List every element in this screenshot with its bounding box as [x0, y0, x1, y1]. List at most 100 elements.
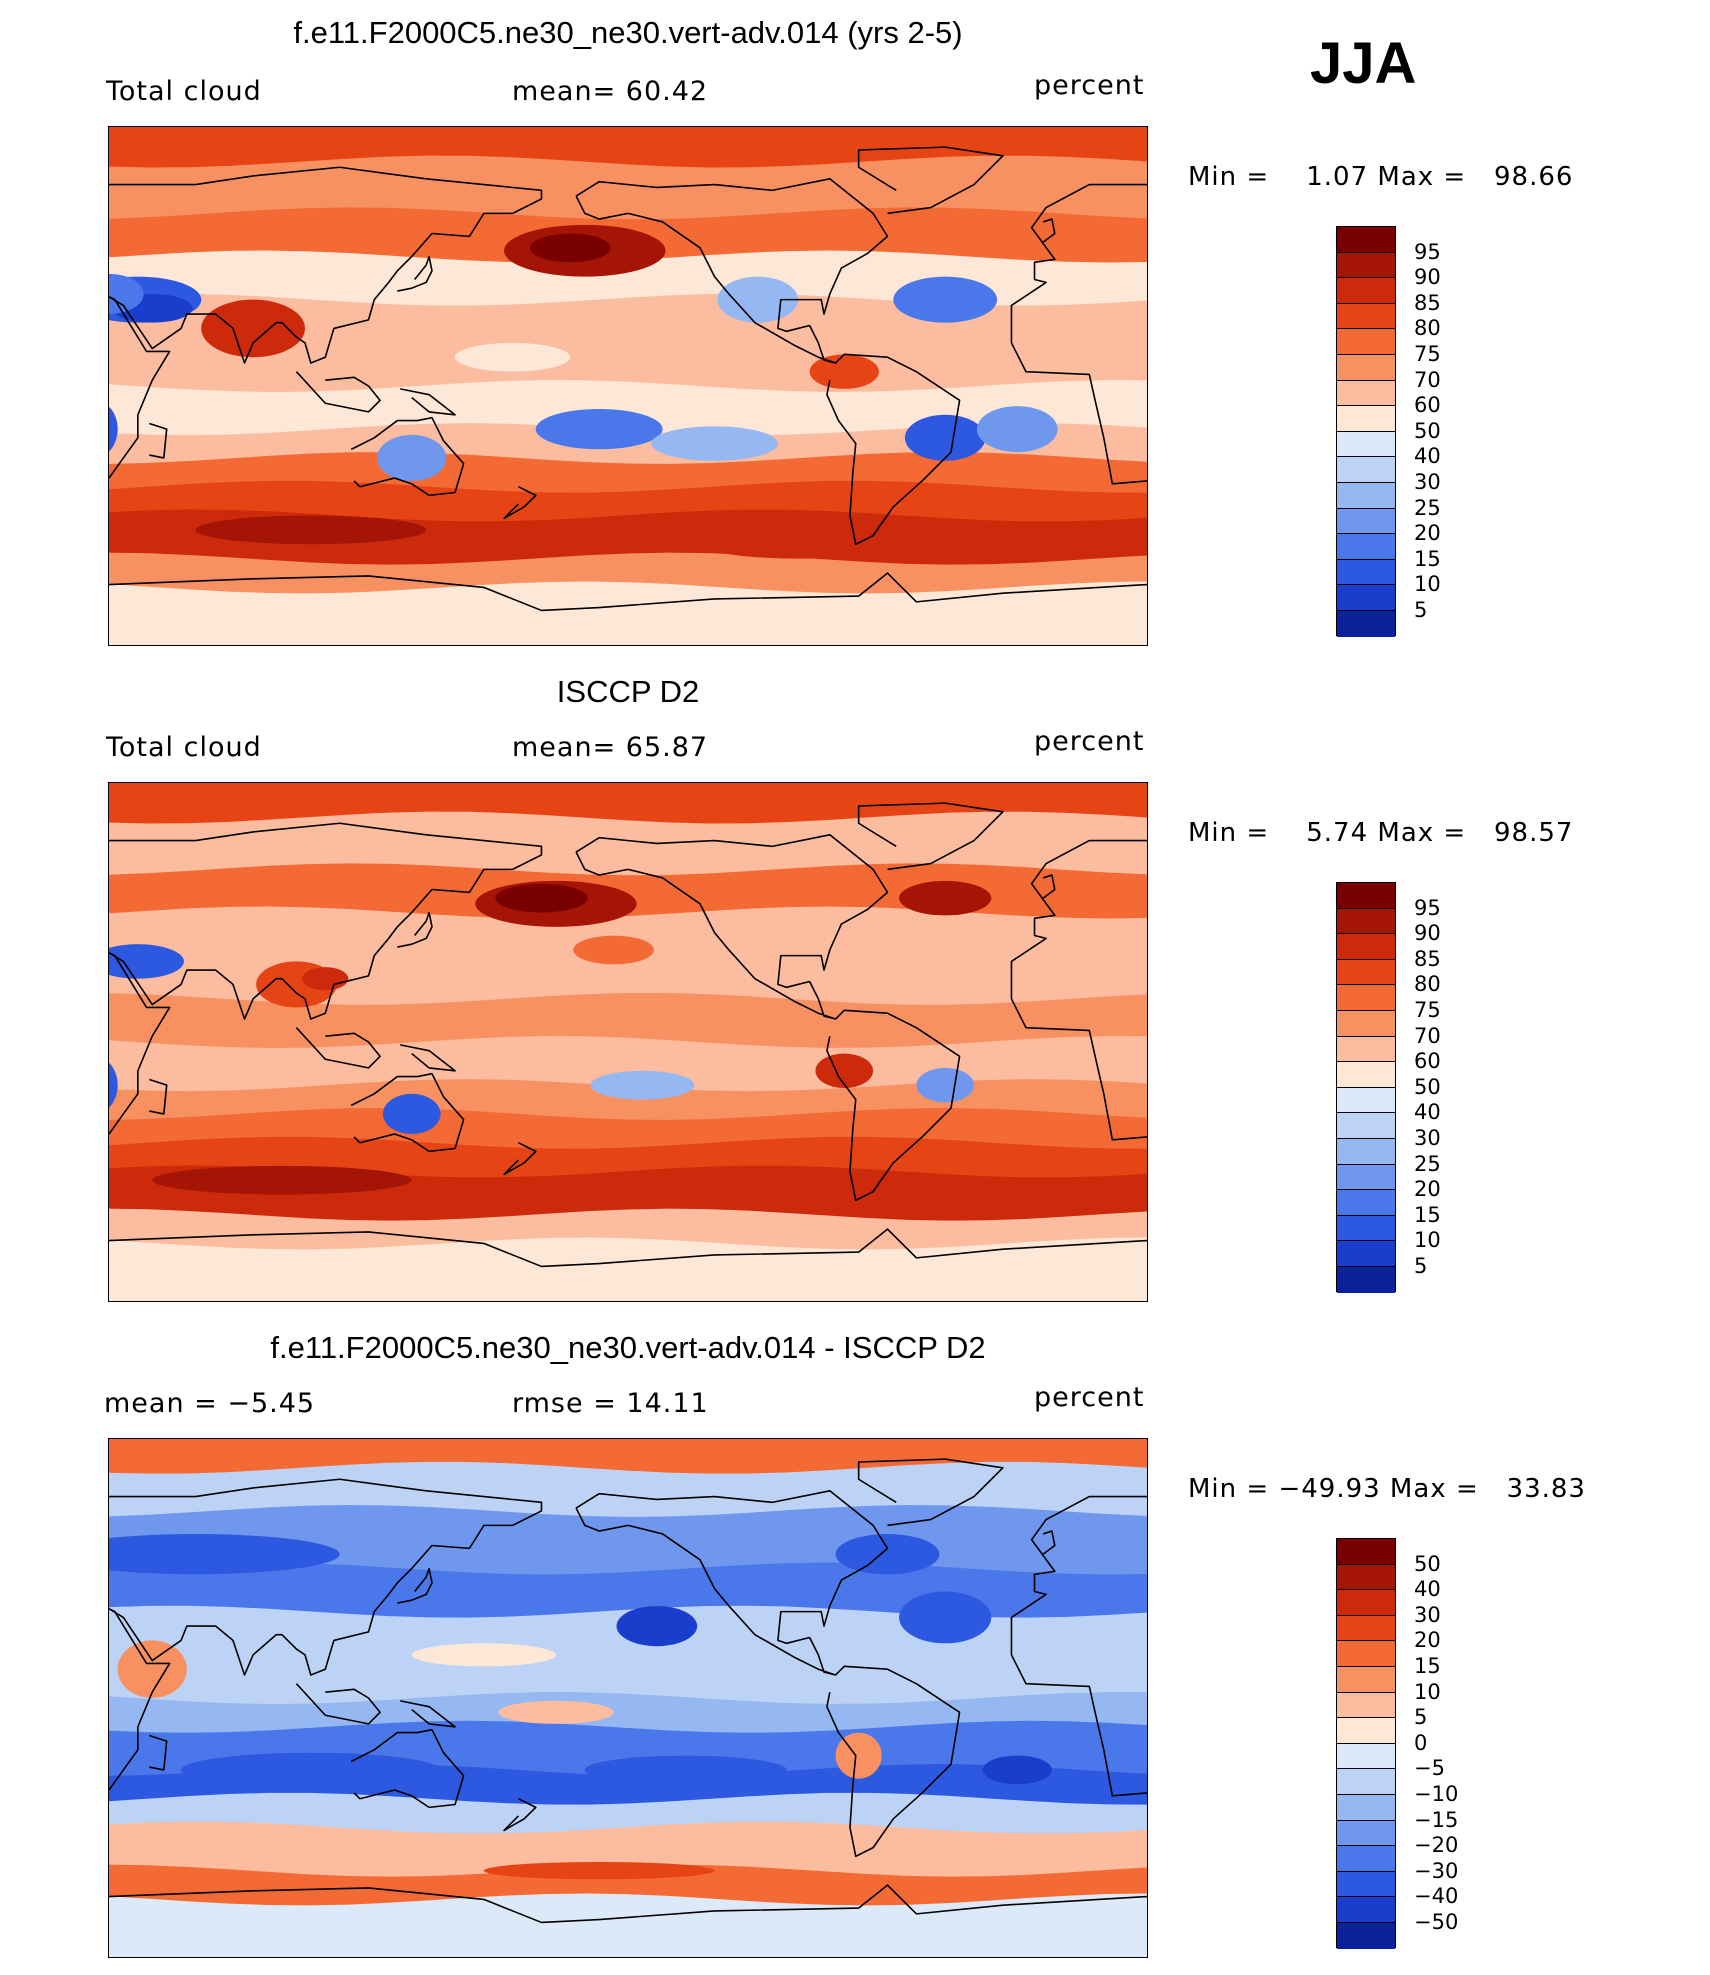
colorbar-box	[1336, 882, 1396, 1293]
colorbar-swatch	[1337, 252, 1395, 279]
cloud-anomaly-region	[772, 1171, 946, 1201]
coastline	[826, 353, 961, 546]
coastline	[109, 1884, 1147, 1924]
cloud-anomaly-region	[535, 409, 663, 450]
colorbar-tick-label: 10	[1414, 572, 1441, 597]
coastline	[857, 802, 1004, 871]
cloud-anomaly-region	[109, 406, 118, 452]
colorbar-tick-label: 30	[1414, 470, 1441, 494]
coastline	[109, 1228, 1147, 1268]
cloud-anomaly-region	[201, 299, 306, 358]
colorbar-tick-label: 15	[1414, 546, 1441, 571]
cloud-anomaly-region	[573, 935, 654, 965]
colorbar-swatch	[1337, 1718, 1395, 1744]
coastline	[397, 1567, 433, 1604]
colorbar-swatch	[1337, 1666, 1395, 1693]
colorbar-tick-label: 10	[1414, 1228, 1441, 1253]
coastline	[503, 1797, 537, 1832]
cloud-anomaly-region	[893, 276, 998, 323]
colorbar-tick-label: 75	[1414, 998, 1441, 1022]
colorbar-swatch	[1337, 1794, 1395, 1821]
coastline	[109, 1478, 543, 1676]
panel-2-map-svg	[109, 783, 1147, 1301]
colorbar-swatch	[1337, 1820, 1395, 1847]
cloud-anomaly-region	[529, 233, 611, 263]
colorbar-tick-label: −30	[1414, 1858, 1459, 1883]
colorbar-tick-label: 70	[1414, 367, 1441, 392]
colorbar-tick-label: 90	[1414, 265, 1441, 290]
colorbar-swatch	[1337, 1641, 1395, 1667]
season-label: JJA	[1310, 31, 1417, 96]
cloud-band	[109, 1136, 1147, 1180]
colorbar-tick-label: 85	[1414, 946, 1441, 971]
cloud-anomaly-region	[109, 944, 184, 979]
panel-1-mean-label: mean= 60.42	[512, 76, 709, 107]
cloud-band	[109, 250, 1147, 308]
colorbar-swatch	[1337, 934, 1395, 960]
coastline	[1010, 839, 1147, 1141]
panel-2-left-label: Total cloud	[106, 732, 262, 763]
coastline	[295, 371, 381, 413]
colorbar-tick-label: 5	[1414, 1705, 1428, 1730]
coastline	[857, 1458, 1004, 1527]
colorbar-swatch	[1337, 610, 1395, 637]
colorbar-swatch	[1337, 1590, 1395, 1616]
colorbar-tick-label: 80	[1414, 316, 1441, 341]
colorbar-swatch	[1337, 883, 1395, 909]
panel-1-units-label: percent	[1034, 70, 1145, 101]
cloud-anomaly-region	[590, 1070, 695, 1100]
cloud-anomaly-region	[454, 342, 571, 372]
colorbar-tick-label: 50	[1414, 418, 1441, 443]
colorbar-swatch	[1337, 1010, 1395, 1037]
cloud-anomaly-region	[411, 1643, 556, 1667]
panel-1-min-max: Min = 1.07 Max = 98.66	[1188, 162, 1574, 192]
colorbar-swatch	[1337, 1615, 1395, 1642]
colorbar-swatch	[1337, 1190, 1395, 1216]
cloud-anomaly-region	[195, 515, 427, 545]
cloud-band	[109, 906, 1147, 964]
coastline	[826, 1665, 961, 1858]
colorbar-swatch	[1337, 457, 1395, 483]
colorbar-swatch	[1337, 585, 1395, 611]
colorbar-tick-label: 25	[1414, 1151, 1441, 1176]
coastline	[109, 822, 543, 1020]
cloud-anomaly-region	[181, 1752, 441, 1788]
cloud-anomaly-region	[700, 529, 902, 559]
cloud-anomaly-region	[584, 1755, 787, 1785]
colorbar-tick-label: 40	[1414, 1100, 1441, 1125]
colorbar-swatch	[1337, 227, 1395, 253]
coastline	[400, 1700, 456, 1728]
coastline	[575, 834, 889, 1020]
colorbar-swatch	[1337, 959, 1395, 986]
cloud-anomaly-region	[302, 967, 349, 991]
colorbar-tick-label: −50	[1414, 1910, 1459, 1934]
cloud-anomaly-region	[109, 1534, 340, 1575]
coastline	[397, 911, 433, 948]
colorbar-tick-label: 30	[1414, 1126, 1441, 1150]
coastline	[109, 572, 1147, 612]
panel-1-title: f.e11.F2000C5.ne30_ne30.vert-adv.014 (yr…	[293, 15, 963, 50]
colorbar-swatch	[1337, 1087, 1395, 1114]
colorbar-swatch	[1337, 1164, 1395, 1191]
cloud-anomaly-region	[835, 1534, 940, 1575]
cloud-anomaly-region	[809, 354, 879, 389]
colorbar-tick-label: −40	[1414, 1884, 1459, 1909]
coastline	[1010, 1495, 1147, 1797]
cloud-band	[109, 1821, 1147, 1879]
cloud-band	[109, 811, 1147, 878]
colorbar-swatch	[1337, 303, 1395, 330]
colorbar-tick-label: 10	[1414, 1679, 1441, 1704]
colorbar-swatch	[1337, 508, 1395, 535]
panel-1-left-label: Total cloud	[106, 76, 262, 107]
cloud-anomaly-region	[976, 406, 1058, 453]
colorbar-swatch	[1337, 431, 1395, 458]
cloud-anomaly-region	[109, 1062, 118, 1108]
cloud-band	[109, 1648, 1147, 1706]
cloud-anomaly-region	[498, 1700, 614, 1724]
colorbar-swatch	[1337, 985, 1395, 1011]
colorbar-tick-label: 95	[1414, 895, 1441, 920]
cloud-band	[109, 155, 1147, 222]
cloud-anomaly-region	[904, 414, 986, 461]
panel-2-units-label: percent	[1034, 726, 1145, 757]
cloud-band	[109, 1562, 1147, 1620]
